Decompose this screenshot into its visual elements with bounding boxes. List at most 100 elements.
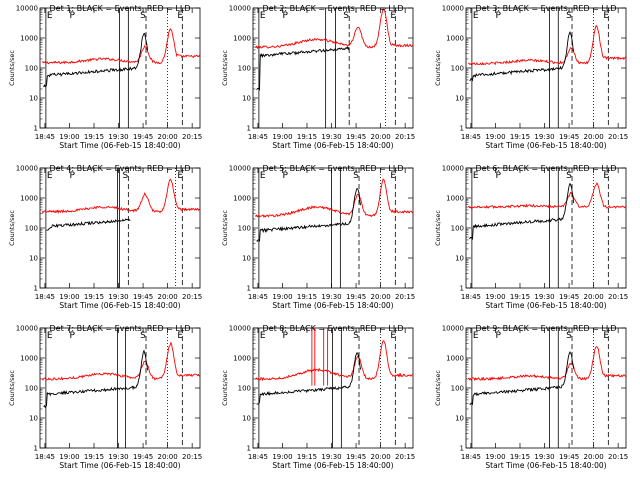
y-tick-label: 100	[451, 385, 464, 393]
x-tick-label: 19:00	[485, 293, 505, 301]
y-tick-label: 10	[242, 255, 251, 263]
x-tick-label: 18:45	[35, 133, 55, 141]
flag-letter: S	[343, 11, 349, 21]
y-tick-label: 10000	[442, 165, 464, 173]
lld-series-line	[41, 178, 200, 214]
x-tick-label: 19:00	[272, 453, 292, 461]
y-tick-label: 10	[242, 415, 251, 423]
x-tick-label: 20:00	[584, 133, 604, 141]
y-tick-label: 10000	[442, 5, 464, 13]
y-axis-label: Counts/sec	[8, 370, 16, 406]
flag-letter: S	[140, 11, 146, 21]
x-tick-label: 19:15	[297, 293, 317, 301]
y-axis-label: Counts/sec	[8, 50, 16, 86]
y-axis-label: Counts/sec	[221, 50, 229, 86]
x-tick-label: 20:15	[395, 293, 415, 301]
detector-panel-2: E P S E 1 10 100 1000 10000 18:45 19:00 19:15 19:30 1…	[221, 4, 415, 150]
flag-letter: E	[473, 11, 479, 21]
flag-letter: E	[260, 331, 266, 341]
x-tick-label: 19:15	[84, 453, 104, 461]
flag-letter: E	[603, 331, 609, 341]
x-tick-label: 20:15	[182, 293, 202, 301]
x-tick-label: 19:15	[510, 453, 530, 461]
lld-series-line	[254, 8, 413, 50]
detector-panel-7: E P S E 1 10 100 1000 10000 18:45 19:00 19:15 19:30 1…	[8, 324, 202, 470]
detector-panel-8: E P S E 1 10 100 1000 10000 18:45 19:00 19:15 19:30 1…	[221, 324, 415, 470]
x-tick-label: 20:15	[395, 453, 415, 461]
y-tick-label: 10	[455, 255, 464, 263]
x-tick-label: 19:15	[510, 133, 530, 141]
events-series-line	[469, 350, 575, 406]
flag-letter: S	[566, 11, 572, 21]
x-tick-label: 19:15	[297, 453, 317, 461]
x-tick-label: 20:00	[584, 293, 604, 301]
events-series-line	[469, 182, 575, 240]
x-tick-label: 19:45	[346, 133, 366, 141]
y-tick-label: 1000	[20, 355, 38, 363]
x-tick-label: 20:00	[371, 133, 391, 141]
lld-series-line	[254, 178, 413, 219]
detector-panel-6: E P S E 1 10 100 1000 10000 18:45 19:00 19:15 19:30 1…	[434, 164, 628, 310]
x-axis-label: Start Time (06-Feb-15 18:40:00)	[59, 141, 180, 150]
lld-series-line	[41, 341, 200, 381]
x-tick-label: 20:15	[182, 133, 202, 141]
events-series-line	[46, 218, 131, 231]
detector-panel-9: E P S E 1 10 100 1000 10000 18:45 19:00 19:15 19:30 1…	[434, 324, 628, 470]
x-axis-label: Start Time (06-Feb-15 18:40:00)	[272, 461, 393, 470]
x-tick-label: 19:30	[534, 293, 554, 301]
flag-letter: E	[177, 171, 183, 181]
x-axis-label: Start Time (06-Feb-15 18:40:00)	[485, 461, 606, 470]
flag-letter: P	[69, 331, 75, 341]
x-tick-label: 19:00	[485, 453, 505, 461]
y-tick-label: 1	[460, 285, 464, 293]
detector-panel-1: E P S E 1 10 100 1000 10000 18:45 19:00 19:15 19:30 1…	[8, 4, 202, 150]
y-tick-label: 10000	[16, 165, 38, 173]
y-tick-label: 1000	[233, 355, 251, 363]
y-tick-label: 100	[25, 385, 38, 393]
y-tick-label: 1000	[20, 35, 38, 43]
x-tick-label: 19:45	[346, 453, 366, 461]
panel-title: Det 3: BLACK = Events, RED = LLD	[476, 4, 617, 13]
y-tick-label: 1	[34, 125, 38, 133]
x-tick-label: 20:00	[584, 453, 604, 461]
flag-letter: E	[260, 11, 266, 21]
detector-panel-3: E P S E 1 10 100 1000 10000 18:45 19:00 19:15 19:30 1…	[434, 4, 628, 150]
x-tick-label: 20:15	[608, 133, 628, 141]
y-tick-label: 1000	[233, 195, 251, 203]
x-tick-label: 20:15	[395, 133, 415, 141]
detector-panel-4: E P S E 1 10 100 1000 10000 18:45 19:00 19:15 19:30 1…	[8, 164, 202, 310]
panel-title: Det 4: BLACK = Events, RED = LLD	[50, 164, 191, 173]
y-tick-label: 1	[247, 125, 251, 133]
y-tick-label: 1	[34, 285, 38, 293]
plot-frame	[252, 167, 414, 289]
x-tick-label: 20:00	[158, 133, 178, 141]
y-tick-label: 10	[29, 415, 38, 423]
y-tick-label: 1000	[446, 355, 464, 363]
flag-letter: P	[282, 171, 288, 181]
y-tick-label: 100	[451, 225, 464, 233]
x-tick-label: 20:00	[371, 293, 391, 301]
x-tick-label: 18:45	[248, 133, 268, 141]
x-tick-label: 19:45	[559, 293, 579, 301]
y-tick-label: 10000	[229, 165, 251, 173]
x-tick-label: 19:30	[534, 133, 554, 141]
flag-letter: P	[69, 171, 75, 181]
events-series-line	[469, 30, 575, 82]
x-axis-label: Start Time (06-Feb-15 18:40:00)	[272, 141, 393, 150]
x-tick-label: 19:30	[108, 293, 128, 301]
flag-letter: E	[47, 331, 53, 341]
flag-letter: S	[566, 331, 572, 341]
x-axis-label: Start Time (06-Feb-15 18:40:00)	[485, 141, 606, 150]
flag-letter: E	[473, 171, 479, 181]
lld-series-line	[468, 181, 626, 209]
panel-title: Det 7: BLACK = Events, RED = LLD	[50, 324, 191, 333]
y-tick-label: 100	[238, 65, 251, 73]
flag-letter: P	[282, 331, 288, 341]
x-tick-label: 19:30	[321, 133, 341, 141]
